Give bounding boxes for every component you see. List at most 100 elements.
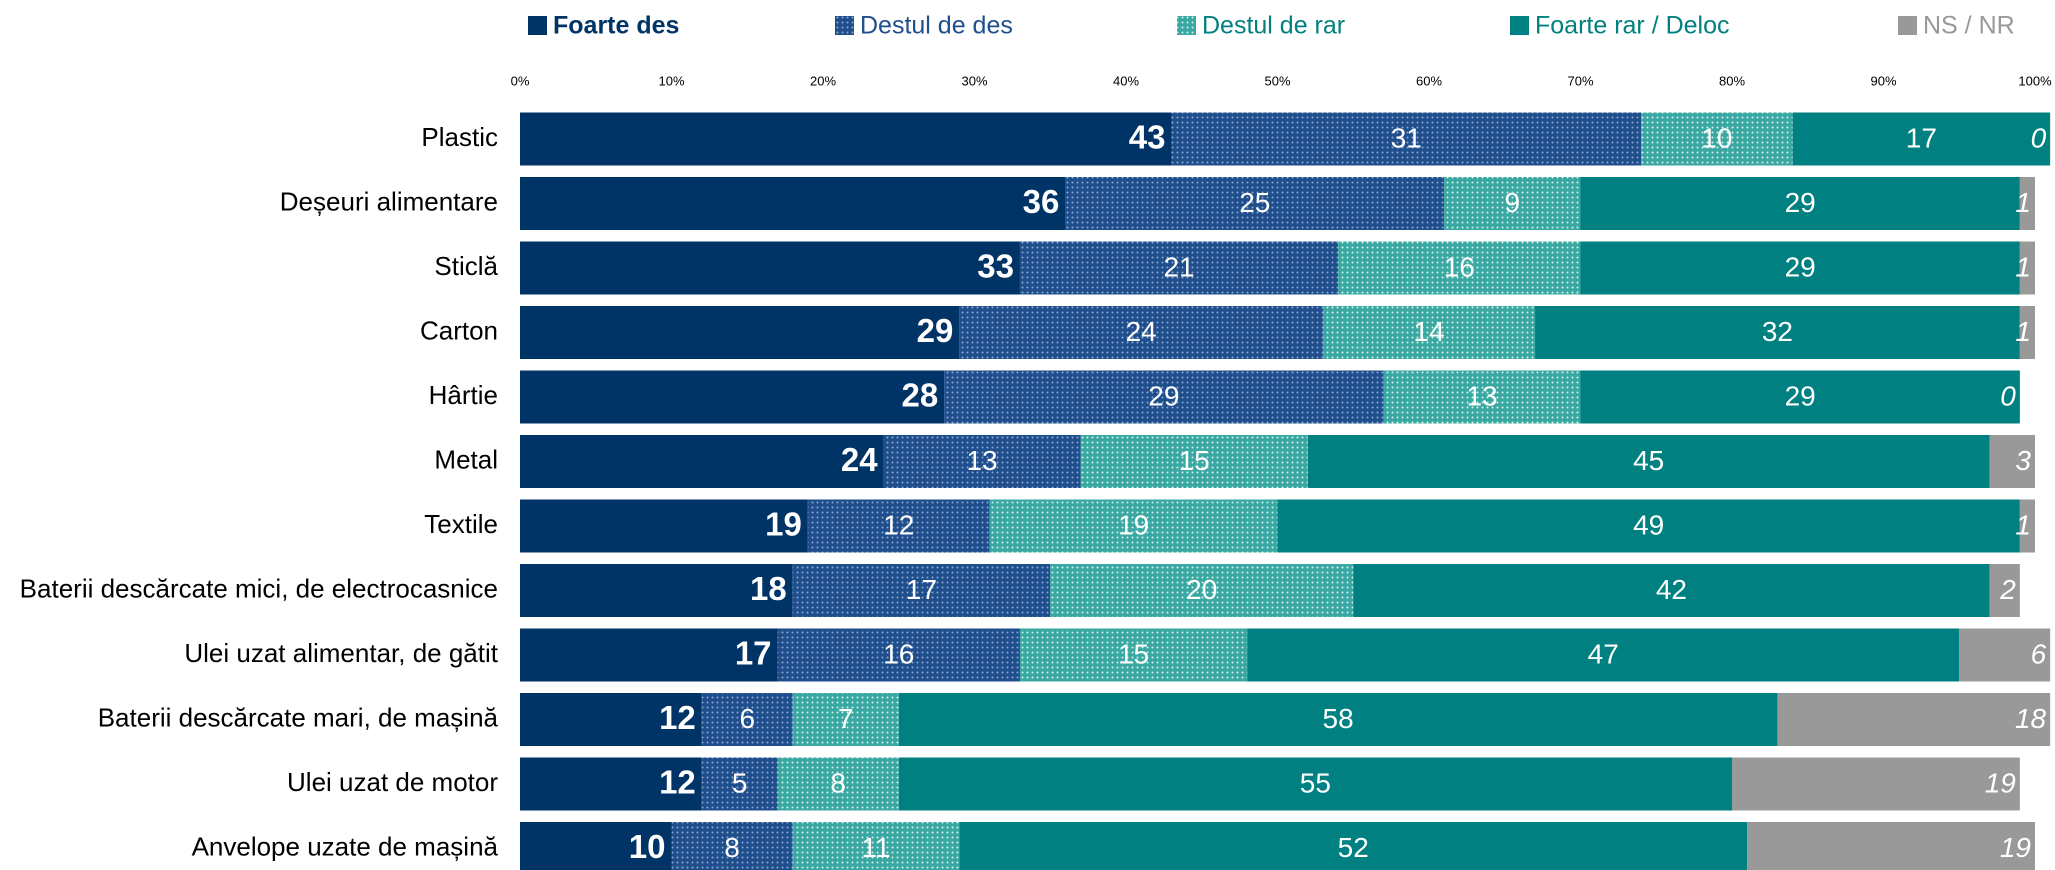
data-label: 13: [966, 445, 997, 476]
data-label: 14: [1413, 316, 1444, 347]
bar-segment: [1580, 241, 2020, 295]
legend-swatch-pattern: [835, 16, 854, 35]
bar-segment: [520, 370, 945, 424]
category-label: Ulei uzat alimentar, de gătit: [184, 638, 498, 668]
bar-segment-pattern: [1050, 564, 1354, 617]
data-label: 55: [1300, 767, 1331, 798]
bar-segment-pattern: [1019, 628, 1248, 682]
data-label: 15: [1179, 445, 1210, 476]
bar-segment-pattern: [1065, 177, 1445, 230]
data-label: 11: [861, 832, 890, 863]
category-label: Plastic: [421, 122, 498, 152]
data-label: 20: [1186, 574, 1217, 605]
category-label: Sticlă: [434, 251, 498, 281]
data-label: 13: [1466, 380, 1497, 411]
legend-label: Destul de des: [860, 12, 1013, 40]
data-label: 1: [2015, 187, 2031, 218]
bar-segment: [1580, 177, 2020, 230]
data-label: 6: [2031, 638, 2047, 669]
bar-segment-pattern: [1080, 435, 1308, 488]
data-label: 0: [2000, 380, 2016, 411]
x-tick-label: 70%: [1567, 73, 1593, 88]
category-label: Carton: [420, 315, 498, 345]
data-label: 45: [1633, 445, 1664, 476]
bar-segment: [1792, 112, 2051, 166]
bar-segment-pattern: [807, 499, 990, 553]
bar-segment: [1777, 693, 2051, 746]
x-tick-label: 50%: [1264, 73, 1290, 88]
bar-segment: [898, 757, 1732, 811]
bar-segment: [520, 112, 1172, 166]
legend-swatch-pattern: [1177, 16, 1196, 35]
bar-segment: [520, 177, 1066, 230]
data-label: 15: [1118, 638, 1149, 669]
category-label: Baterii descărcate mari, de mașină: [98, 702, 499, 732]
bar-segment-pattern: [1383, 370, 1581, 424]
bar-segment-pattern: [959, 306, 1323, 359]
bar-segment-pattern: [1444, 177, 1581, 230]
bar-segment-pattern: [944, 370, 1384, 424]
data-label: 1: [2015, 251, 2031, 282]
bar-segment-pattern: [792, 822, 960, 870]
data-label: 12: [659, 764, 696, 801]
bar-segment: [2019, 499, 2035, 553]
bar-segment-pattern: [777, 757, 899, 811]
legend-swatch: [528, 16, 547, 35]
legend-label: Destul de rar: [1202, 12, 1345, 40]
x-tick-label: 20%: [810, 73, 836, 88]
data-label: 18: [2015, 703, 2047, 734]
bar-segment-pattern: [1171, 112, 1642, 166]
category-label: Textile: [424, 509, 498, 539]
data-label: 19: [2000, 832, 2031, 863]
x-tick-label: 10%: [658, 73, 684, 88]
data-label: 12: [883, 509, 914, 540]
bar-segment: [1959, 628, 2051, 682]
bar-segment: [1353, 564, 1990, 617]
x-tick-label: 30%: [961, 73, 987, 88]
data-label: 10: [629, 828, 666, 865]
bar-segment: [520, 499, 808, 553]
data-label: 19: [765, 506, 802, 543]
bar-segment: [1989, 435, 2035, 488]
bar-segment: [520, 628, 778, 682]
category-label: Baterii descărcate mici, de electrocasni…: [20, 573, 498, 603]
bar-segment-pattern: [1641, 112, 1793, 166]
bar-segment-pattern: [792, 564, 1051, 617]
legend-swatch: [1510, 16, 1529, 35]
data-label: 29: [1785, 251, 1816, 282]
category-label: Metal: [434, 444, 498, 474]
category-label: Deșeuri alimentare: [280, 186, 498, 216]
data-label: 10: [1701, 122, 1732, 153]
data-label: 42: [1656, 574, 1687, 605]
bar-segment: [959, 822, 1748, 870]
bar-segment: [1535, 306, 2020, 359]
data-label: 12: [659, 699, 696, 736]
data-label: 32: [1762, 316, 1793, 347]
data-label: 49: [1633, 509, 1664, 540]
bar-segment: [1989, 564, 2020, 617]
bar-segment: [1732, 757, 2020, 811]
data-label: 7: [838, 703, 854, 734]
data-label: 58: [1323, 703, 1354, 734]
data-label: 8: [724, 832, 740, 863]
data-label: 29: [917, 312, 954, 349]
x-tick-label: 60%: [1416, 73, 1442, 88]
data-label: 25: [1239, 187, 1270, 218]
bar-segment: [1580, 370, 2020, 424]
data-label: 29: [1785, 187, 1816, 218]
bar-segment: [2019, 241, 2035, 295]
x-tick-label: 90%: [1870, 73, 1896, 88]
data-label: 16: [883, 638, 914, 669]
bar-segment-pattern: [1019, 241, 1339, 295]
data-label: 1: [2015, 316, 2031, 347]
bar-segment: [2019, 306, 2035, 359]
data-label: 31: [1391, 122, 1422, 153]
bar-segment: [1247, 628, 1960, 682]
legend-label: Foarte des: [553, 12, 679, 40]
data-label: 1: [2015, 509, 2031, 540]
data-label: 24: [841, 441, 878, 478]
bar-segment: [520, 306, 960, 359]
bar-segment: [1277, 499, 2020, 553]
bar-segment-pattern: [1322, 306, 1536, 359]
bar-segment: [520, 693, 702, 746]
